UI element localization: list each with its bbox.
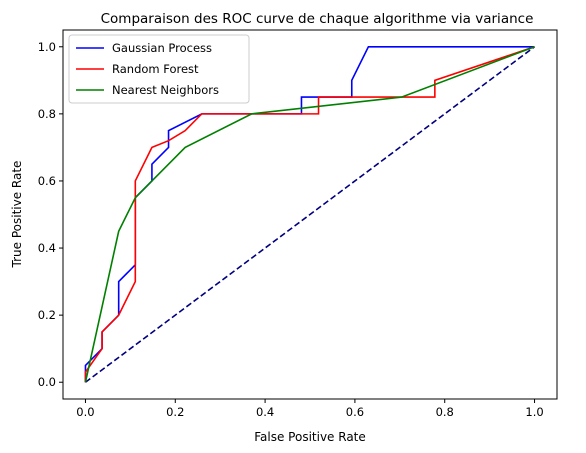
legend: Gaussian Process Random Forest Nearest Nei… — [68, 34, 250, 104]
x-tick-label: 0.4 — [256, 405, 274, 419]
x-axis-ticks: 0.0 0.2 0.4 0.6 0.8 1.0 — [76, 399, 544, 419]
legend-label-gaussian-process: Gaussian Process — [112, 41, 212, 55]
x-tick-label: 0.8 — [436, 405, 454, 419]
x-axis-label: False Positive Rate — [254, 430, 366, 444]
legend-frame — [68, 34, 250, 104]
y-tick-label: 0.0 — [38, 375, 56, 389]
reference-diagonal-line — [84, 46, 536, 383]
series-line-nearest-neighbors — [84, 46, 535, 383]
plot-lines — [84, 45, 536, 383]
y-tick-label: 0.4 — [38, 241, 56, 255]
series-line-random-forest — [84, 46, 535, 383]
y-tick-label: 1.0 — [38, 40, 56, 54]
x-tick-label: 0.6 — [346, 405, 364, 419]
y-tick-label: 0.2 — [38, 308, 56, 322]
y-axis-ticks: 0.0 0.2 0.4 0.6 0.8 1.0 — [38, 40, 63, 389]
y-tick-label: 0.8 — [38, 107, 56, 121]
y-axis-label: True Positive Rate — [10, 161, 24, 269]
x-tick-label: 0.2 — [166, 405, 184, 419]
chart-title: Comparaison des ROC curve de chaque algo… — [101, 11, 534, 27]
legend-label-nearest-neighbors: Nearest Neighbors — [112, 83, 219, 97]
legend-label-random-forest: Random Forest — [112, 62, 199, 76]
y-tick-label: 0.6 — [38, 174, 56, 188]
x-tick-label: 0.0 — [76, 405, 94, 419]
x-tick-label: 1.0 — [525, 405, 543, 419]
plot-frame — [62, 29, 558, 400]
